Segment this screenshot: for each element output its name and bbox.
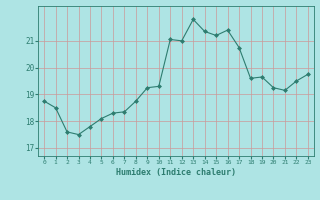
X-axis label: Humidex (Indice chaleur): Humidex (Indice chaleur) <box>116 168 236 177</box>
